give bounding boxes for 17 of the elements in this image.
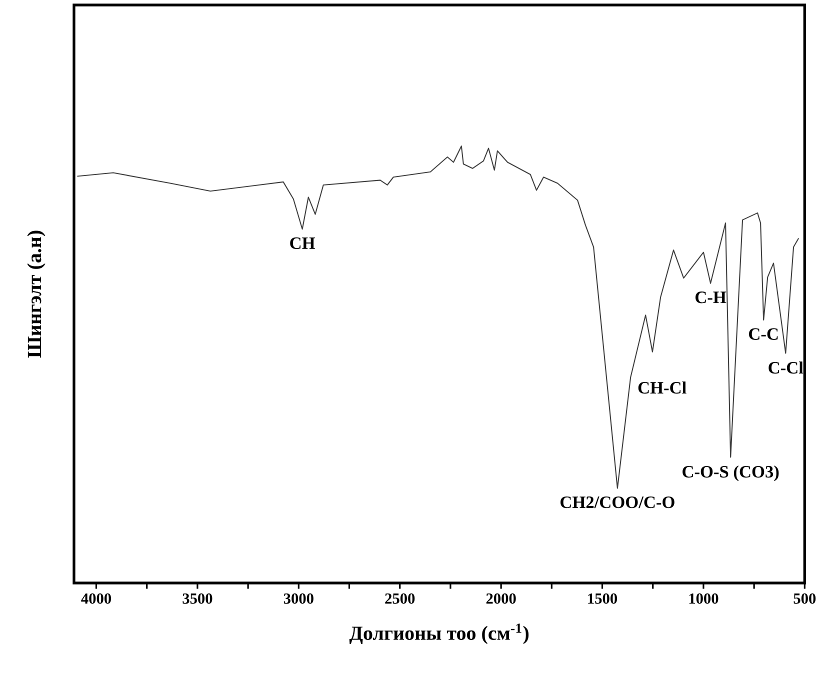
y-axis-title: Шингэлт (а.н) xyxy=(27,230,46,358)
x-tick-label: 1500 xyxy=(588,593,618,604)
x-tick-label: 2500 xyxy=(385,593,415,604)
annotation: C-Cl xyxy=(768,361,804,374)
x-tick-label: 3500 xyxy=(182,593,212,604)
annotation: C-H xyxy=(696,292,726,304)
x-tick-label: 3000 xyxy=(284,593,314,604)
x-axis-title: Долгионы тоо (см$^{-1}$) xyxy=(349,624,529,644)
annotation: CH xyxy=(290,237,316,250)
x-tick-label: 500 xyxy=(794,593,816,604)
annotation: C-O-S (CO3) xyxy=(682,465,779,482)
x-tick-label: 4000 xyxy=(81,593,112,604)
annotation: CH-Cl xyxy=(638,381,686,394)
x-tick-label: 1000 xyxy=(689,593,718,604)
annotation: CH2/COO/C-O xyxy=(560,496,674,508)
x-tick-label: 2000 xyxy=(486,593,516,604)
annotation: C-C xyxy=(749,328,778,340)
